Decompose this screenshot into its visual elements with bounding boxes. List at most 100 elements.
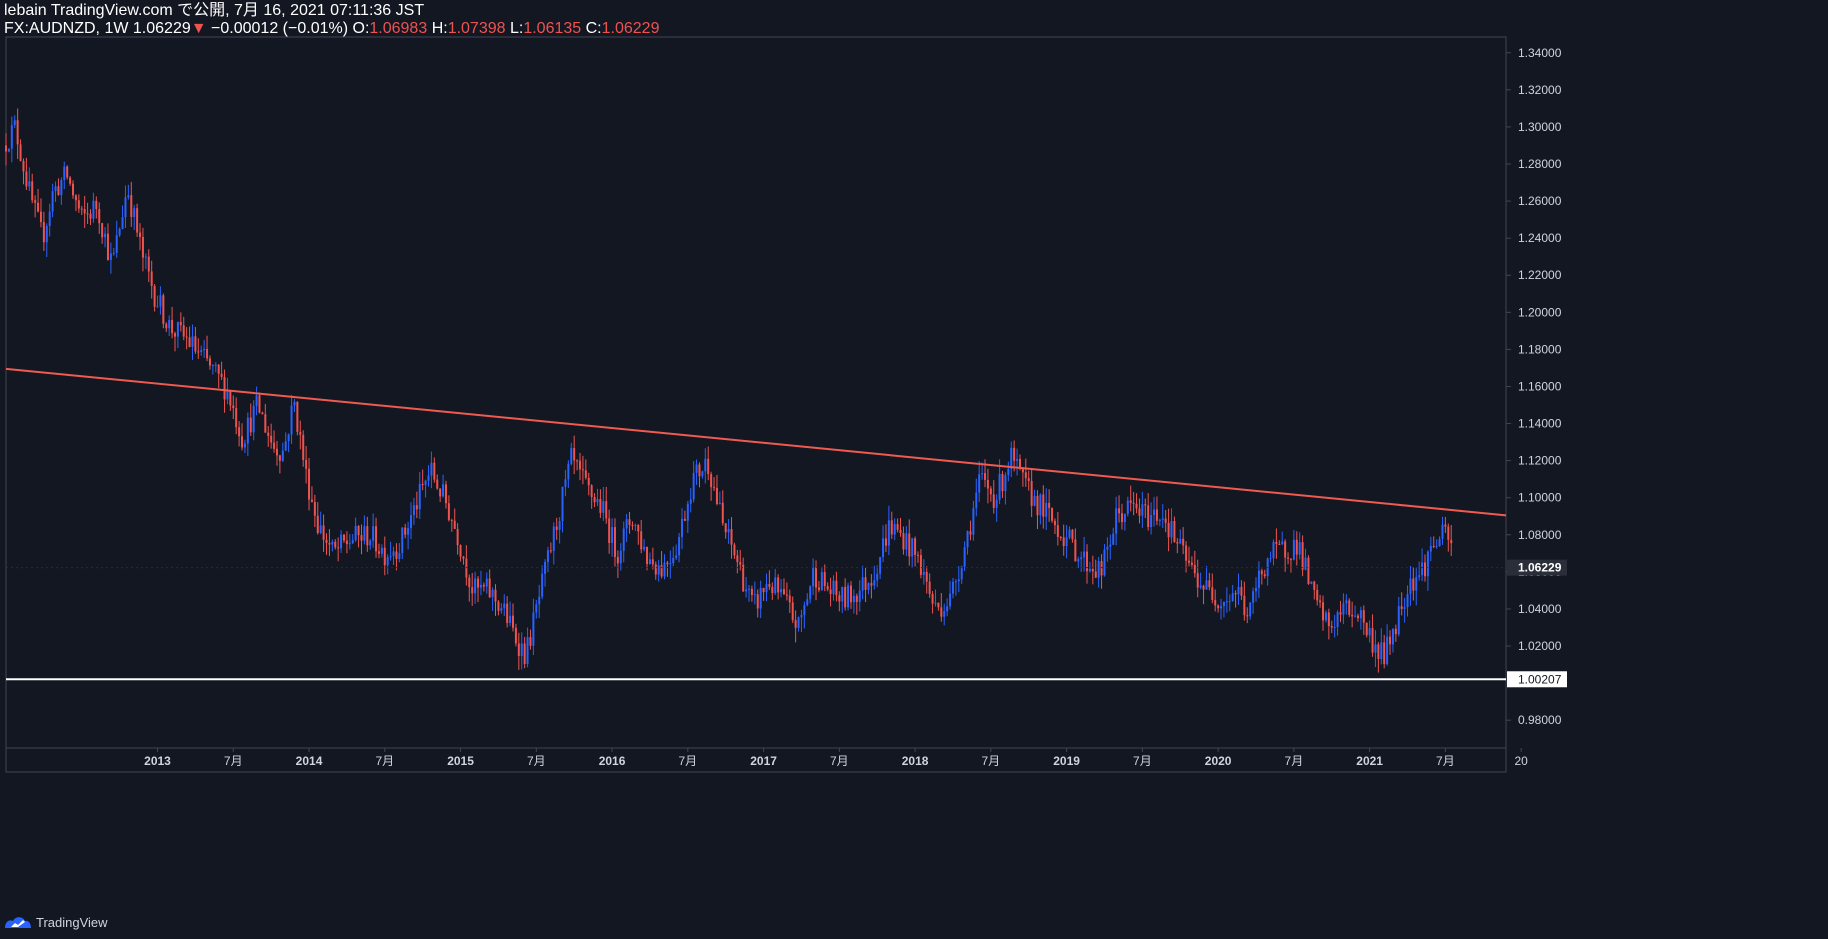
candle-body [949, 593, 952, 607]
candle-body [695, 464, 698, 473]
candle-body [1120, 513, 1123, 523]
candle-body [1406, 594, 1409, 608]
candle-body [57, 186, 60, 195]
price-tick-label: 1.02000 [1518, 639, 1562, 653]
chart-header: lebain TradingView.com で公開, 7月 16, 2021 … [4, 2, 1304, 38]
candle-body [267, 432, 270, 436]
candle-body [351, 540, 354, 544]
candle-body [360, 535, 363, 541]
candle-body [718, 502, 721, 504]
candle-body [511, 615, 514, 628]
candle-body [1199, 585, 1202, 588]
candle-body [917, 554, 920, 556]
time-tick-label: 2016 [599, 754, 626, 768]
candle-body [905, 533, 908, 550]
candle-body [841, 586, 844, 602]
candle-body [643, 546, 646, 550]
candle-body [1109, 544, 1112, 547]
price-axis[interactable]: 0.980001.020001.040001.060001.080001.100… [1506, 46, 1567, 727]
candle-body [622, 528, 625, 551]
candle-body [404, 527, 407, 535]
time-tick-label: 7月 [224, 754, 243, 768]
price-tick-label: 0.98000 [1518, 713, 1562, 727]
candle-body [1071, 529, 1074, 540]
candle-body [1336, 612, 1339, 627]
time-axis[interactable]: 2013 7月 2014 7月 2015 7月 2016 7月 2017 7月 2018 7月 2019… [144, 748, 1528, 768]
candle-body [549, 550, 552, 552]
publish-info: lebain TradingView.com で公開, 7月 16, 2021 … [4, 2, 425, 19]
candle-body [217, 364, 220, 374]
candle-body [823, 572, 826, 587]
candle-body [509, 615, 512, 623]
candle-body [325, 539, 328, 543]
time-tick-label: 7月 [678, 754, 697, 768]
price-tick-label: 1.32000 [1518, 83, 1562, 97]
candle-body [803, 605, 806, 616]
candle-body [1016, 458, 1019, 461]
candle-body [176, 321, 179, 337]
candle-body [844, 586, 847, 608]
candle-body [576, 460, 579, 462]
candle-body [1330, 625, 1333, 628]
candle-body [727, 529, 730, 533]
candle-body [1260, 570, 1263, 575]
candle-body [1115, 508, 1118, 534]
candle-body [316, 515, 319, 534]
drawings-layer[interactable] [5, 367, 1507, 681]
candle-body [925, 571, 928, 582]
candle-body [544, 561, 547, 574]
candle-body [506, 603, 509, 623]
time-tick-label: 7月 [830, 754, 849, 768]
candle-body [590, 485, 593, 497]
candle-body [1205, 580, 1208, 590]
candle-body [581, 469, 584, 471]
candle-body [1138, 508, 1141, 516]
candle-body [357, 525, 360, 536]
candle-body [1161, 518, 1164, 520]
candle-body [669, 563, 672, 565]
candle-body [1112, 533, 1115, 545]
candle-body [1319, 600, 1322, 603]
candle-body [611, 527, 614, 543]
candle-body [500, 608, 503, 611]
candle-body [689, 499, 692, 504]
candle-body [427, 475, 430, 481]
candle-body [899, 529, 902, 534]
candle-body [1275, 541, 1278, 544]
candle-body [812, 567, 815, 587]
candle-body [206, 348, 209, 359]
candle-body [1289, 558, 1292, 560]
price-tick-label: 1.34000 [1518, 46, 1562, 60]
candle-body [1001, 473, 1004, 492]
candle-body [1304, 557, 1307, 570]
resistance-trendline[interactable] [5, 367, 1507, 517]
candle-body [45, 225, 48, 243]
price-tick-label: 1.08000 [1518, 528, 1562, 542]
candle-body [308, 468, 311, 500]
candle-body [459, 545, 462, 557]
candle-body [1447, 526, 1450, 540]
candle-body [981, 473, 984, 475]
candle-body [593, 496, 596, 503]
high-label: H: [431, 20, 448, 37]
candle-body [10, 125, 13, 149]
candle-body [83, 209, 86, 214]
down-arrow-icon: ▼ [190, 20, 207, 37]
candle-body [340, 534, 343, 549]
candle-body [742, 564, 745, 592]
candle-body [1237, 586, 1240, 595]
time-tick-label: 7月 [1436, 754, 1455, 768]
candle-body [313, 502, 316, 516]
candle-body [453, 520, 456, 529]
time-tick-label: 2021 [1356, 754, 1383, 768]
time-tick-label: 7月 [527, 754, 546, 768]
candle-body [867, 583, 870, 590]
candle-body [852, 595, 855, 603]
candle-body [1240, 586, 1243, 596]
price-tick-label: 1.24000 [1518, 231, 1562, 245]
candle-body [162, 295, 165, 324]
candle-body [768, 584, 771, 587]
time-tick-label: 2017 [750, 754, 777, 768]
candle-body [599, 499, 602, 513]
